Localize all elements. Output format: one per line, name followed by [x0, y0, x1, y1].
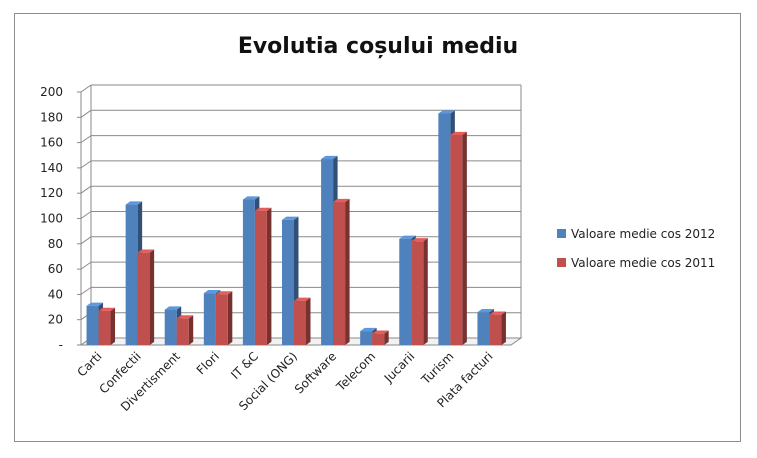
y-axis: - 20 40 60 80 100 120 140 160 180 200: [40, 85, 81, 352]
bar: [450, 135, 463, 345]
bar-side: [110, 307, 116, 345]
y-tick-label: 160: [40, 136, 63, 150]
x-tick-label: Flori: [194, 349, 222, 377]
y-tick-label: 200: [40, 85, 63, 99]
bar: [372, 333, 385, 345]
x-tick-label: IT &C: [228, 349, 261, 382]
bar: [98, 310, 111, 345]
y-tick-label: 40: [48, 287, 63, 301]
bar: [321, 159, 334, 345]
legend-swatch: [557, 229, 566, 238]
gridline-side: [80, 185, 92, 194]
y-tick-label: 80: [48, 237, 63, 251]
bar-side: [501, 311, 506, 345]
legend-swatch: [557, 258, 566, 267]
bar-side: [266, 207, 272, 345]
bar-top: [438, 110, 455, 114]
bar: [176, 318, 189, 345]
bar-top: [372, 330, 389, 334]
bar-top: [294, 297, 311, 301]
gridline-side: [80, 236, 92, 245]
y-tick-label: 180: [40, 110, 63, 124]
bar: [86, 305, 99, 345]
x-tick-label: Telecom: [333, 349, 378, 394]
bar-top: [450, 131, 467, 136]
bar-top: [86, 302, 104, 306]
bar: [360, 331, 373, 345]
legend-label: Valoare medie cos 2011: [571, 256, 715, 270]
y-tick-label: 100: [40, 212, 63, 226]
bar: [333, 202, 346, 345]
gridline-side: [80, 261, 92, 270]
bar-top: [137, 249, 155, 253]
x-tick-label: Software: [292, 349, 339, 396]
bar: [242, 199, 255, 345]
gridline-side: [80, 286, 92, 295]
bar: [164, 309, 177, 345]
bar: [411, 241, 424, 345]
bar: [125, 204, 138, 345]
y-tick-label: 120: [40, 186, 63, 200]
x-tick-label: Turism: [418, 349, 456, 387]
bar-top: [411, 238, 428, 242]
bar-top: [242, 196, 260, 200]
bar-top: [176, 315, 194, 319]
bar-top: [125, 201, 143, 205]
bar-side: [188, 315, 194, 345]
bar-side: [227, 291, 233, 345]
x-tick-label: Carti: [74, 349, 104, 379]
bar-top: [321, 155, 338, 160]
y-tick-label: 60: [48, 262, 63, 276]
bar-top: [489, 311, 506, 315]
bar: [477, 312, 490, 345]
bar: [137, 252, 150, 345]
gridline-side: [80, 211, 92, 219]
legend: Valoare medie cos 2012 Valoare medie cos …: [557, 227, 715, 270]
bar: [282, 219, 294, 345]
bar: [489, 314, 502, 345]
bars: [86, 110, 506, 345]
bar-top: [477, 308, 494, 313]
bar-top: [399, 235, 416, 239]
y-tick-label: 140: [40, 161, 63, 175]
bar: [399, 238, 412, 345]
gridline-side: [80, 135, 92, 144]
bar-side: [384, 330, 389, 345]
bar-top: [282, 216, 299, 220]
gridline-side: [80, 109, 92, 118]
bar-top: [98, 307, 116, 311]
chart-title: Evolutia coșului mediu: [238, 34, 518, 59]
bar: [215, 294, 228, 345]
bar-top: [360, 327, 377, 332]
bar-top: [254, 207, 272, 211]
bar-side: [149, 249, 155, 345]
x-tick-label: Jucarii: [381, 349, 418, 386]
bar: [438, 113, 451, 345]
gridline-side: [80, 160, 92, 169]
bar-top: [333, 198, 350, 203]
gridline-side: [80, 84, 92, 93]
bar: [294, 300, 306, 345]
bar: [203, 293, 216, 345]
bar-side: [423, 238, 428, 345]
bar-top: [203, 289, 221, 294]
legend-label: Valoare medie cos 2012: [571, 227, 715, 241]
bar-top: [215, 291, 233, 295]
bar-side: [345, 198, 350, 345]
bar-side: [306, 297, 311, 345]
bar: [254, 210, 267, 345]
bar-side: [462, 131, 467, 345]
y-tick-label: -: [59, 338, 63, 352]
bar-top: [164, 306, 182, 310]
y-tick-label: 20: [48, 313, 63, 327]
